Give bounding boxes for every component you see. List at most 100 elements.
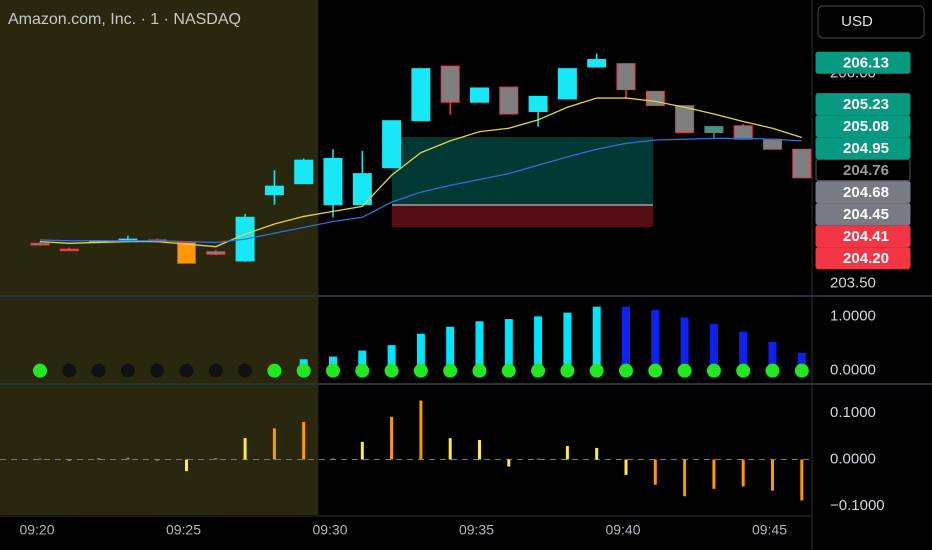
price-tag [815, 225, 911, 248]
histogram-bar [797, 352, 806, 371]
signal-dot [296, 363, 311, 378]
histogram-bar [185, 459, 188, 472]
y-tick-label: −0.1000 [830, 497, 885, 514]
moving-average-line [39, 137, 802, 244]
signal-dot [150, 363, 165, 378]
histogram-bar [507, 459, 511, 467]
signal-dot [33, 363, 47, 378]
candle-body [30, 242, 50, 246]
candle-body [323, 157, 343, 206]
price-tag [815, 115, 911, 138]
histogram-bar [448, 438, 452, 460]
candle-body [206, 251, 226, 255]
candle-body [440, 65, 460, 103]
histogram-bar [416, 333, 425, 371]
signal-dot [736, 363, 751, 378]
histogram-bar [771, 459, 774, 491]
price-tag-label: 204.20 [843, 250, 889, 267]
signal-dot [648, 363, 663, 378]
histogram-bar [680, 317, 689, 371]
histogram-bar [155, 459, 159, 461]
signal-dot [120, 363, 135, 378]
histogram-bar [651, 309, 660, 371]
histogram-bar [595, 447, 599, 460]
y-tick-label: 0.0000 [830, 451, 876, 468]
signal-dot [531, 363, 546, 378]
signal-dot [326, 363, 340, 378]
candle-body [528, 95, 548, 112]
price-tag-label: 206.13 [843, 55, 889, 72]
signal-dot [413, 363, 428, 378]
histogram-bar [712, 459, 716, 489]
pre-market-shade [0, 0, 319, 515]
candle-body [411, 68, 431, 122]
signal-dot [384, 363, 399, 378]
price-tag-label: 204.45 [843, 206, 889, 223]
candle-body [792, 148, 812, 179]
marks [0, 53, 812, 501]
candle-body [557, 68, 577, 100]
histogram-bar [739, 331, 748, 371]
signal-dot [706, 363, 721, 378]
candle-body [177, 241, 196, 264]
histogram-bar [800, 459, 804, 501]
signal-dot [208, 363, 223, 378]
candle-body [645, 90, 665, 107]
histogram-bar [358, 350, 367, 371]
signal-dot [62, 363, 77, 378]
price-tag [815, 159, 911, 182]
x-tick-label: 09:35 [459, 522, 494, 538]
histogram-bar [390, 416, 394, 460]
price-tag-label: 205.23 [843, 96, 889, 113]
x-tick-label: 09:40 [605, 522, 640, 538]
candle-body [499, 86, 519, 115]
histogram-bar [387, 345, 396, 371]
histogram-bar [272, 428, 276, 460]
histogram-bar [622, 306, 630, 371]
price-tag-label: 204.41 [843, 228, 889, 245]
profit-zone [392, 137, 653, 205]
signal-dot [472, 363, 487, 378]
signal-dot [765, 363, 780, 378]
currency-button[interactable] [817, 5, 925, 39]
histogram-bar [475, 321, 484, 371]
price-tag [815, 181, 911, 204]
candle-body [587, 58, 607, 68]
signal-dot [91, 363, 106, 378]
candle-body [733, 125, 753, 140]
y-tick-label: 0.1000 [830, 404, 876, 421]
price-tag [815, 203, 911, 226]
signal-dot [589, 363, 604, 378]
histogram-bar [302, 421, 306, 460]
chart-title: Amazon.com, Inc. · 1 · NASDAQ [8, 11, 241, 28]
y-tick-label: 1.0000 [830, 307, 876, 324]
signal-dot [501, 363, 516, 378]
price-tag-label: 204.76 [843, 162, 889, 179]
histogram-bar [360, 441, 364, 460]
histogram-bar [709, 323, 718, 371]
moving-average-line [39, 97, 802, 248]
price-tag-label: 204.68 [843, 184, 889, 201]
price-tag-label: 205.08 [843, 118, 889, 135]
signal-dot [355, 363, 370, 378]
currency-label[interactable]: USD [841, 13, 873, 30]
candle-body [352, 173, 372, 206]
y-tick-label: 203.50 [830, 275, 876, 292]
x-tick-label: 09:20 [19, 522, 54, 538]
histogram-bar [741, 459, 745, 487]
histogram-bar [97, 458, 101, 460]
histogram-bar [446, 326, 455, 371]
price-tag [815, 247, 911, 270]
histogram-bar [683, 459, 687, 497]
candle-body [763, 138, 782, 150]
candle-body [294, 159, 314, 185]
signal-dot [619, 363, 633, 378]
y-tick-label: 0.0000 [830, 362, 876, 379]
histogram-bar [563, 312, 572, 371]
loss-zone [392, 205, 653, 227]
histogram-bar [536, 458, 540, 460]
candle-body [616, 63, 636, 91]
histogram-bar [624, 459, 628, 475]
signal-dot [560, 363, 575, 378]
candle-body [264, 185, 284, 196]
